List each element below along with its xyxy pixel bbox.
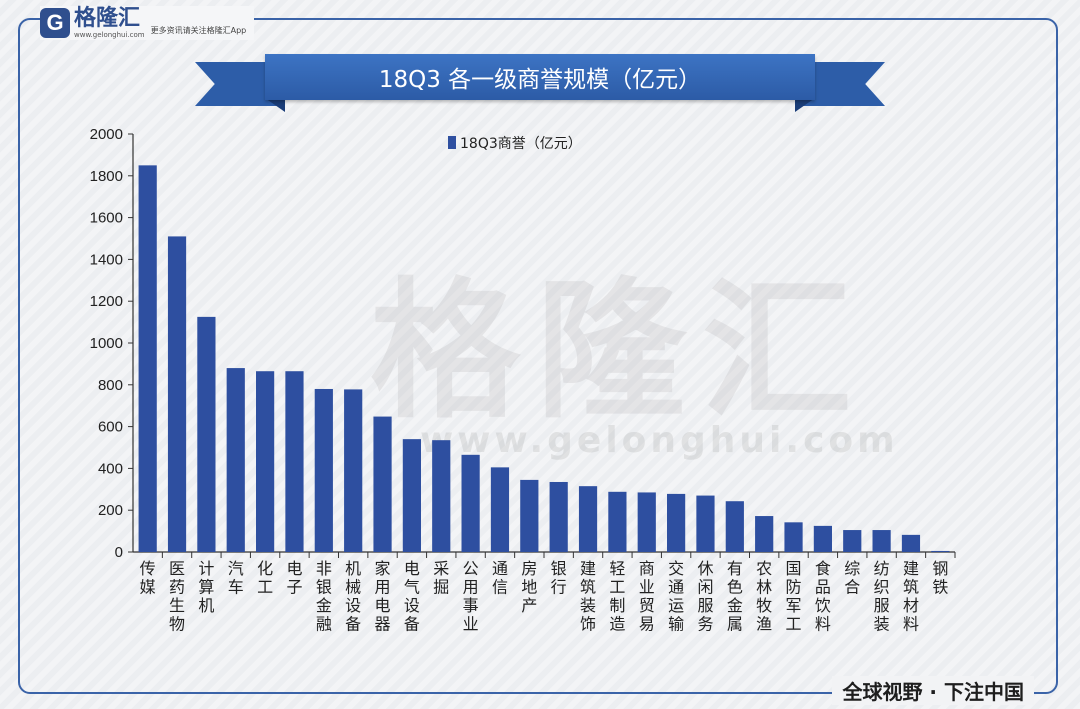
- x-tick-label: 电气设备: [404, 559, 420, 634]
- x-tick-label: 化工: [257, 559, 273, 597]
- x-tick-label: 钢铁: [932, 559, 948, 597]
- x-tick-label: 银行: [551, 559, 567, 597]
- bar: [256, 371, 275, 552]
- bar: [578, 486, 598, 552]
- bar: [843, 530, 862, 552]
- x-tick-label: 计算机: [198, 559, 214, 615]
- bar: [901, 534, 921, 552]
- x-tick-label: 家用电器: [375, 559, 391, 634]
- bar: [197, 316, 216, 552]
- bar: [373, 416, 392, 552]
- bar: [872, 530, 891, 552]
- bar: [755, 516, 774, 552]
- y-tick-label: 1600: [90, 210, 123, 227]
- bar: [696, 495, 715, 552]
- bar: [432, 440, 451, 552]
- bar: [725, 501, 744, 552]
- x-tick-label: 纺织服装: [874, 559, 890, 634]
- x-tick-label: 综合: [844, 559, 860, 597]
- bar: [402, 439, 421, 552]
- bottom-slogan: 全球视野 · 下注中国: [832, 676, 1034, 705]
- x-tick-label: 国防军工: [786, 559, 802, 634]
- bar: [490, 467, 510, 552]
- y-tick-label: 1000: [90, 335, 123, 352]
- x-tick-label: 休闲服务: [697, 559, 713, 634]
- chart-frame: [18, 18, 1058, 694]
- x-tick-label: 传媒: [140, 559, 156, 597]
- x-tick-label: 公用事业: [463, 559, 479, 634]
- bar: [667, 493, 686, 552]
- bar: [285, 371, 304, 552]
- bar: [784, 522, 803, 552]
- x-tick-label: 交通运输: [668, 559, 684, 634]
- bar: [314, 388, 333, 552]
- bar: [138, 165, 157, 552]
- x-tick-label: 商业贸易: [639, 559, 655, 634]
- x-tick-label: 采掘: [433, 559, 449, 597]
- brand-url: www.gelonghui.com: [74, 30, 145, 39]
- chart-title: 18Q3 各一级商誉规模（亿元）: [265, 54, 815, 100]
- x-tick-label: 电子: [286, 559, 302, 597]
- brand-logo: G 格隆汇 www.gelonghui.com 更多资讯请关注格隆汇App: [40, 5, 255, 40]
- bar: [167, 236, 187, 552]
- bar: [931, 550, 950, 552]
- x-tick-label: 轻工制造: [609, 559, 625, 634]
- x-tick-label: 非银金融: [316, 559, 332, 634]
- x-tick-label: 通信: [492, 559, 508, 597]
- legend-swatch: [448, 136, 456, 149]
- logo-mark-icon: G: [40, 8, 70, 38]
- legend-label: 18Q3商誉（亿元）: [460, 136, 582, 152]
- x-tick-label: 医药生物: [169, 559, 185, 634]
- y-tick-label: 400: [98, 460, 123, 477]
- bar: [637, 492, 656, 552]
- x-tick-label: 房地产: [521, 559, 537, 615]
- bar: [520, 479, 539, 552]
- x-tick-label: 食品饮料: [815, 559, 831, 634]
- x-tick-label: 有色金属: [727, 559, 743, 634]
- bar: [549, 481, 568, 552]
- x-tick-label: 机械设备: [345, 559, 361, 634]
- bar: [461, 454, 480, 552]
- bar: [344, 389, 363, 552]
- x-tick-label: 建筑材料: [903, 559, 919, 634]
- y-tick-label: 2000: [90, 126, 123, 143]
- bar: [226, 368, 245, 552]
- x-tick-label: 汽车: [228, 559, 244, 597]
- bar: [608, 491, 627, 552]
- y-tick-label: 600: [98, 419, 123, 436]
- y-tick-label: 1200: [90, 293, 123, 310]
- y-tick-label: 200: [98, 502, 123, 519]
- brand-name: 格隆汇: [74, 5, 141, 31]
- y-tick-label: 1800: [90, 168, 123, 185]
- y-tick-label: 1400: [90, 251, 123, 268]
- y-tick-label: 0: [115, 544, 123, 561]
- y-tick-label: 800: [98, 377, 123, 394]
- brand-slogan: 更多资讯请关注格隆汇App: [150, 26, 247, 35]
- x-tick-label: 农林牧渔: [756, 559, 772, 634]
- x-tick-label: 建筑装饰: [580, 559, 596, 634]
- bar: [813, 525, 832, 552]
